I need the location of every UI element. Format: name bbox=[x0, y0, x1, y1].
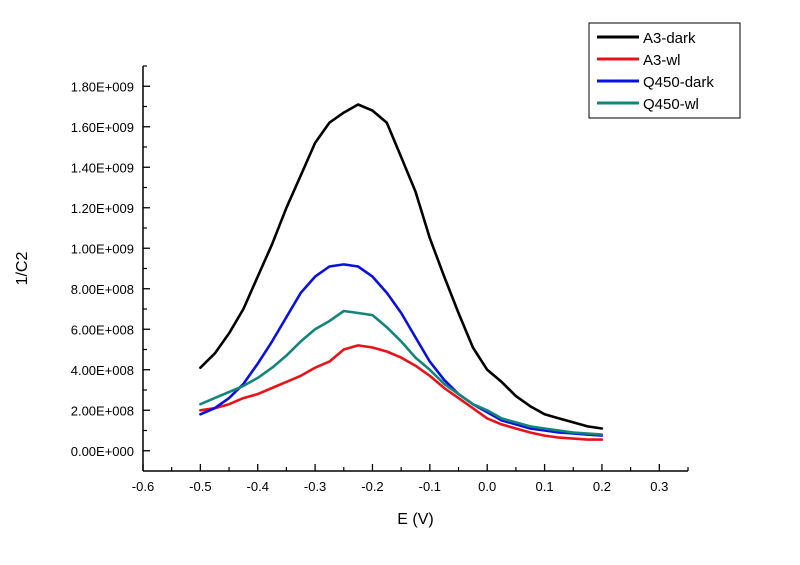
y-tick-label: 1.20E+009 bbox=[71, 201, 134, 216]
x-tick-label: -0.1 bbox=[419, 479, 441, 494]
y-tick-label: 1.80E+009 bbox=[71, 79, 134, 94]
legend-item: Q450-dark bbox=[597, 74, 714, 91]
y-axis: 0.00E+000 2.00E+008 4.00E+008 6.00E+008 8.00… bbox=[71, 65, 150, 459]
y-tick-label: 4.00E+008 bbox=[71, 363, 134, 378]
y-tick-label: 8.00E+008 bbox=[71, 282, 134, 297]
series-line-q450-wl bbox=[199, 309, 604, 436]
series-line-q450-dark bbox=[199, 263, 604, 437]
y-tick-label: 1.60E+009 bbox=[71, 120, 134, 135]
series-line-a3-dark bbox=[199, 103, 604, 430]
legend-label: Q450-wl bbox=[643, 96, 699, 113]
x-tick-label: -0.2 bbox=[361, 479, 383, 494]
y-tick-label: 1.00E+009 bbox=[71, 241, 134, 256]
legend: A3-dark A3-wl Q450-dark Q450-wl bbox=[588, 22, 741, 119]
x-tick-label: 0.0 bbox=[478, 479, 496, 494]
x-axis-title: E (V) bbox=[397, 511, 433, 528]
x-tick-label: -0.5 bbox=[189, 479, 211, 494]
x-tick-label: -0.4 bbox=[247, 479, 269, 494]
y-tick-label: 0.00E+000 bbox=[71, 444, 134, 459]
y-tick-label: 2.00E+008 bbox=[71, 403, 134, 418]
y-axis-title: 1/C2 bbox=[14, 252, 31, 286]
x-tick-label: 0.3 bbox=[650, 479, 668, 494]
x-axis: -0.6 -0.5 -0.4 -0.3 -0.2 -0.1 0.0 0.1 0.2 0.3 bbox=[132, 464, 689, 494]
legend-label: A3-wl bbox=[643, 52, 681, 69]
y-tick-label: 1.40E+009 bbox=[71, 160, 134, 175]
x-tick-label: -0.6 bbox=[132, 479, 154, 494]
legend-item: Q450-wl bbox=[597, 96, 699, 113]
x-tick-label: 0.2 bbox=[593, 479, 611, 494]
legend-label: Q450-dark bbox=[643, 74, 714, 91]
plot-area bbox=[199, 103, 604, 441]
legend-item: A3-dark bbox=[597, 30, 696, 47]
x-tick-label: 0.1 bbox=[536, 479, 554, 494]
y-tick-label: 6.00E+008 bbox=[71, 322, 134, 337]
axes bbox=[142, 66, 688, 472]
x-tick-label: -0.3 bbox=[304, 479, 326, 494]
legend-item: A3-wl bbox=[597, 52, 681, 69]
legend-label: A3-dark bbox=[643, 30, 696, 47]
